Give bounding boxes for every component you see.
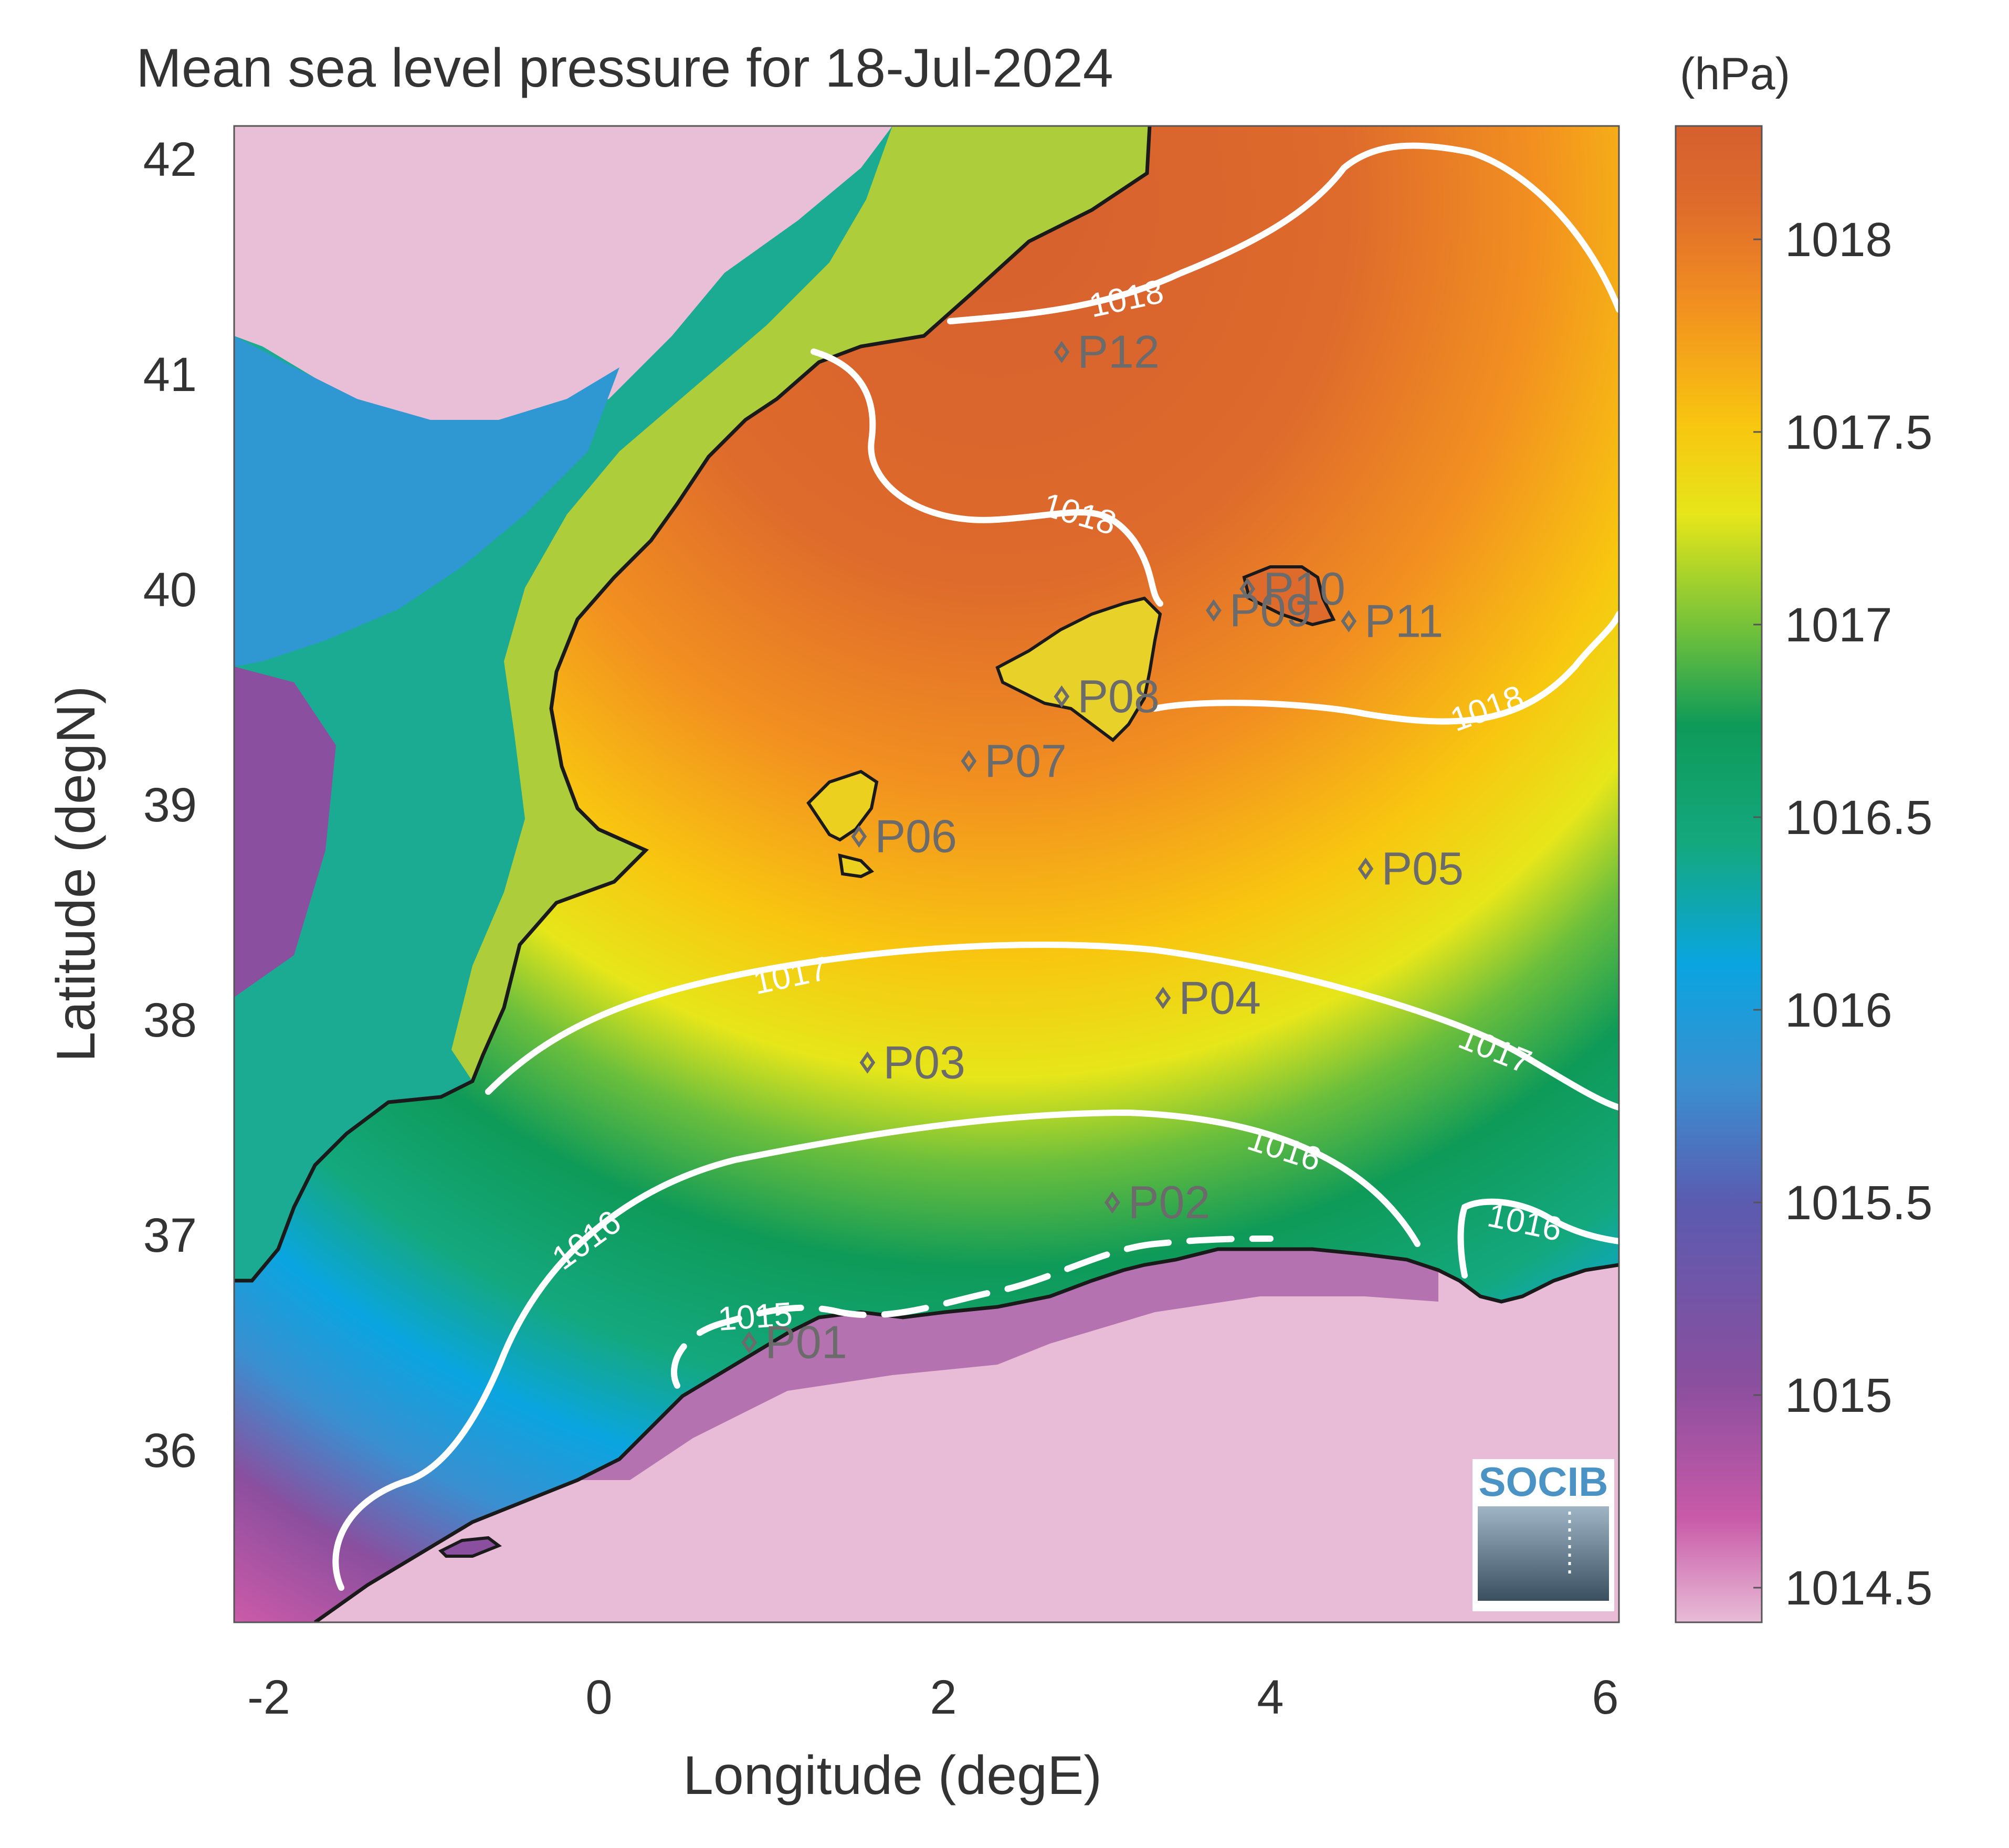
colorbar-tick-label: 1015 bbox=[1785, 1369, 1892, 1422]
x-tick-label: 2 bbox=[930, 1671, 956, 1724]
station-label: P03 bbox=[883, 1036, 965, 1088]
station-label: P08 bbox=[1077, 670, 1160, 722]
x-axis: -2 0 2 4 6 bbox=[247, 1671, 1618, 1724]
station-p11: P11 bbox=[1341, 595, 1443, 647]
station-marker-icon bbox=[1239, 577, 1256, 600]
station-marker-icon bbox=[741, 1331, 758, 1354]
contour-1016-east bbox=[1457, 1198, 1619, 1279]
island-menorca bbox=[1242, 565, 1336, 627]
station-p07: P07 bbox=[961, 735, 1067, 787]
station-marker-icon bbox=[1358, 858, 1374, 880]
contour-label: 1015 bbox=[717, 1295, 794, 1338]
colorbar-tick-label: 1017 bbox=[1785, 598, 1892, 652]
contour-1017 bbox=[485, 942, 1619, 1111]
colorbar-tick-label: 1015.5 bbox=[1785, 1176, 1932, 1230]
station-label: P11 bbox=[1364, 595, 1443, 647]
colorbar-tick-label: 1016.5 bbox=[1785, 791, 1932, 844]
colorbar-tick-label: 1017.5 bbox=[1785, 406, 1932, 459]
station-p06: P06 bbox=[851, 810, 957, 862]
station-p02: P02 bbox=[1105, 1176, 1211, 1228]
y-tick-label: 37 bbox=[143, 1209, 197, 1262]
station-marker-icon bbox=[1341, 610, 1357, 632]
map-frame bbox=[233, 125, 1620, 1623]
station-p01: P01 bbox=[741, 1316, 847, 1368]
station-marker-icon bbox=[1155, 987, 1171, 1009]
station-marker-icon bbox=[1206, 599, 1222, 622]
station-label: P01 bbox=[765, 1316, 847, 1368]
station-p12: P12 bbox=[1054, 326, 1160, 378]
station-label: P10 bbox=[1263, 563, 1345, 615]
x-tick-label: -2 bbox=[247, 1671, 290, 1724]
land-iberia-purple bbox=[234, 667, 336, 997]
station-marker-icon bbox=[859, 1051, 876, 1074]
land-iberia-mid bbox=[234, 336, 619, 667]
land-iberia-highlands bbox=[234, 126, 892, 430]
station-label: P04 bbox=[1179, 971, 1261, 1023]
island-formentera bbox=[838, 853, 875, 879]
island-mallorca bbox=[995, 596, 1162, 742]
contour-1018-south bbox=[1152, 611, 1619, 725]
colorbar bbox=[1675, 125, 1763, 1623]
figure-title: Mean sea level pressure for 18-Jul-2024 bbox=[136, 38, 1113, 99]
x-tick-label: 4 bbox=[1257, 1671, 1284, 1724]
station-p10: P10 bbox=[1239, 563, 1345, 615]
x-axis-label: Longitude (degE) bbox=[683, 1745, 1102, 1806]
y-tick-label: 36 bbox=[143, 1424, 197, 1477]
colorbar-unit: (hPa) bbox=[1680, 49, 1790, 99]
map-panel: 1018 1018 1018 1017 1017 1016 1016 1016 … bbox=[234, 126, 1619, 1622]
station-label: P07 bbox=[984, 735, 1067, 787]
station-marker-icon bbox=[1054, 341, 1070, 363]
contour-1018-north bbox=[947, 142, 1619, 324]
station-marker-icon bbox=[961, 749, 977, 773]
colorbar-ticks: 1018 1017.5 1017 1016.5 1016 1015.5 1015… bbox=[1785, 213, 1932, 1615]
station-marker-icon bbox=[1054, 685, 1070, 708]
colorbar-tick-label: 1014.5 bbox=[1785, 1561, 1932, 1615]
station-p08: P08 bbox=[1054, 670, 1160, 722]
land-north-africa bbox=[315, 1249, 1619, 1622]
contour-1016-main bbox=[332, 1109, 1421, 1591]
station-label: P06 bbox=[875, 810, 957, 862]
station-label: P12 bbox=[1077, 326, 1160, 378]
station-p05: P05 bbox=[1358, 842, 1464, 894]
island-alboran bbox=[438, 1536, 502, 1558]
station-p04: P04 bbox=[1155, 971, 1261, 1023]
station-marker-icon bbox=[851, 825, 867, 848]
y-axis: 42 41 40 39 38 37 36 bbox=[143, 133, 197, 1477]
y-axis-label: Latitude (degN) bbox=[46, 686, 107, 1062]
y-tick-label: 38 bbox=[143, 994, 197, 1047]
y-tick-label: 40 bbox=[143, 563, 197, 617]
station-label: P02 bbox=[1128, 1176, 1211, 1228]
socib-logo: SOCIB bbox=[1472, 1459, 1614, 1611]
station-label: P05 bbox=[1381, 842, 1464, 894]
contour-1018-middle bbox=[811, 349, 1163, 607]
socib-logo-text: SOCIB bbox=[1478, 1459, 1608, 1505]
x-tick-label: 6 bbox=[1592, 1671, 1618, 1724]
colorbar-tick-marks bbox=[1753, 238, 1762, 1589]
y-tick-label: 41 bbox=[143, 348, 197, 402]
colorbar-tick-label: 1018 bbox=[1785, 213, 1892, 267]
colorbar-tick-label: 1016 bbox=[1785, 984, 1892, 1037]
station-p03: P03 bbox=[859, 1036, 965, 1088]
coastline-iberia bbox=[234, 126, 1152, 1283]
station-marker-icon bbox=[1105, 1191, 1120, 1214]
x-tick-label: 0 bbox=[585, 1671, 612, 1724]
contour-lines bbox=[332, 142, 1619, 1591]
y-tick-label: 39 bbox=[143, 778, 197, 832]
coastline-north-africa bbox=[313, 1247, 1619, 1622]
land-north-africa-coastband bbox=[577, 1249, 1438, 1480]
y-tick-label: 42 bbox=[143, 133, 197, 186]
contour-1015 bbox=[671, 1235, 1274, 1389]
island-ibiza bbox=[806, 769, 879, 842]
